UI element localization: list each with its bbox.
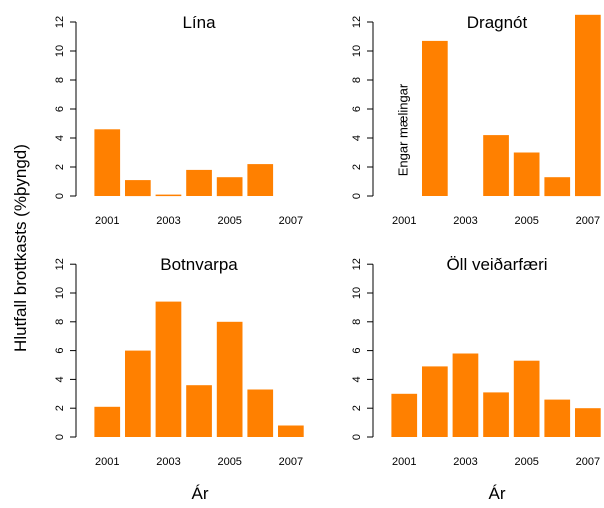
bar-2004 [186, 385, 212, 437]
x-tick-label: 2005 [217, 456, 241, 468]
bar-2002 [422, 366, 448, 437]
y-tick-label: 12 [351, 16, 363, 28]
x-axis-label-left: Ár [192, 484, 209, 503]
x-tick-label: 2005 [514, 456, 538, 468]
bar-2003 [155, 194, 182, 197]
x-tick-label: 2001 [95, 215, 119, 227]
x-tick-label: 2003 [156, 215, 180, 227]
bar-2005 [513, 360, 540, 437]
x-tick-label: 2005 [514, 215, 538, 227]
y-tick-label: 8 [351, 77, 363, 83]
panel-4: Öll veiðarfæri 0 2 4 6 8 10 12 2001 2003 2005 2007 [351, 255, 601, 468]
y-tick-label: 6 [351, 348, 363, 354]
y-tick-label: 2 [54, 164, 66, 170]
y-tick-label: 2 [54, 405, 66, 411]
bar-2006 [247, 389, 274, 437]
panel-1: Lína 0 2 4 6 8 10 12 2001 2003 2005 2007 [54, 13, 303, 227]
bar-2001 [94, 406, 121, 437]
y-tick-label: 10 [351, 45, 363, 57]
bar-2002 [125, 350, 151, 437]
y-tick-label: 4 [54, 135, 66, 141]
y-tick-label: 0 [351, 193, 363, 199]
panel-title: Botnvarpa [160, 255, 238, 274]
y-tick-label: 0 [54, 193, 66, 199]
y-tick-label: 6 [351, 106, 363, 112]
y-tick-label: 0 [351, 434, 363, 440]
y-tick-label: 8 [54, 319, 66, 325]
x-tick-label: 2003 [156, 456, 180, 468]
bar-2001 [391, 393, 418, 437]
bar-2007 [575, 14, 601, 197]
panel-title: Dragnót [467, 13, 528, 32]
x-tick-label: 2003 [453, 215, 477, 227]
bar-2004 [483, 392, 509, 437]
y-tick-label: 6 [54, 106, 66, 112]
x-tick-label: 2007 [576, 456, 600, 468]
bar-2003 [155, 301, 182, 437]
y-axis-label: Hlutfall brottkasts (%þyngd) [11, 144, 30, 352]
y-tick-label: 4 [351, 135, 363, 141]
x-tick-label: 2001 [95, 456, 119, 468]
y-tick-label: 10 [351, 287, 363, 299]
x-tick-label: 2007 [279, 456, 303, 468]
y-tick-label: 4 [351, 376, 363, 382]
bar-2002 [422, 40, 448, 197]
bar-2001 [94, 129, 121, 196]
x-tick-label: 2003 [453, 456, 477, 468]
bar-2002 [125, 180, 151, 197]
y-tick-label: 2 [351, 164, 363, 170]
bar-2006 [247, 164, 274, 196]
bar-2006 [544, 177, 571, 197]
panel-title: Lína [182, 13, 216, 32]
y-tick-label: 4 [54, 376, 66, 382]
y-tick-label: 2 [351, 405, 363, 411]
x-tick-label: 2005 [217, 215, 241, 227]
y-tick-label: 6 [54, 348, 66, 354]
panel-2: Dragnót 0 2 4 6 8 10 12 2001 2003 2005 2007 Engar mæ… [351, 13, 601, 227]
panel-title: Öll veiðarfæri [446, 255, 547, 274]
y-tick-label: 12 [54, 16, 66, 28]
y-tick-label: 10 [54, 45, 66, 57]
x-tick-label: 2007 [576, 215, 600, 227]
x-tick-label: 2001 [392, 215, 416, 227]
x-axis-label-right: Ár [489, 484, 506, 503]
y-tick-label: 0 [54, 434, 66, 440]
bar-2003 [452, 353, 479, 437]
bar-2004 [186, 169, 212, 196]
y-tick-label: 10 [54, 287, 66, 299]
panel-3: Botnvarpa 0 2 4 6 8 10 12 2001 2003 2005 2007 [54, 255, 304, 468]
y-tick-label: 12 [351, 258, 363, 270]
bar-2007 [575, 408, 601, 437]
x-tick-label: 2001 [392, 456, 416, 468]
bar-2005 [216, 321, 243, 437]
bar-2005 [216, 177, 243, 197]
y-tick-label: 8 [351, 319, 363, 325]
bar-2006 [544, 399, 571, 437]
y-tick-label: 8 [54, 77, 66, 83]
no-measurements-annotation: Engar mælingar [395, 83, 410, 176]
bar-2005 [513, 152, 540, 196]
bar-2007 [278, 425, 304, 437]
bar-2004 [483, 135, 509, 196]
x-tick-label: 2007 [279, 215, 303, 227]
y-tick-label: 12 [54, 258, 66, 270]
